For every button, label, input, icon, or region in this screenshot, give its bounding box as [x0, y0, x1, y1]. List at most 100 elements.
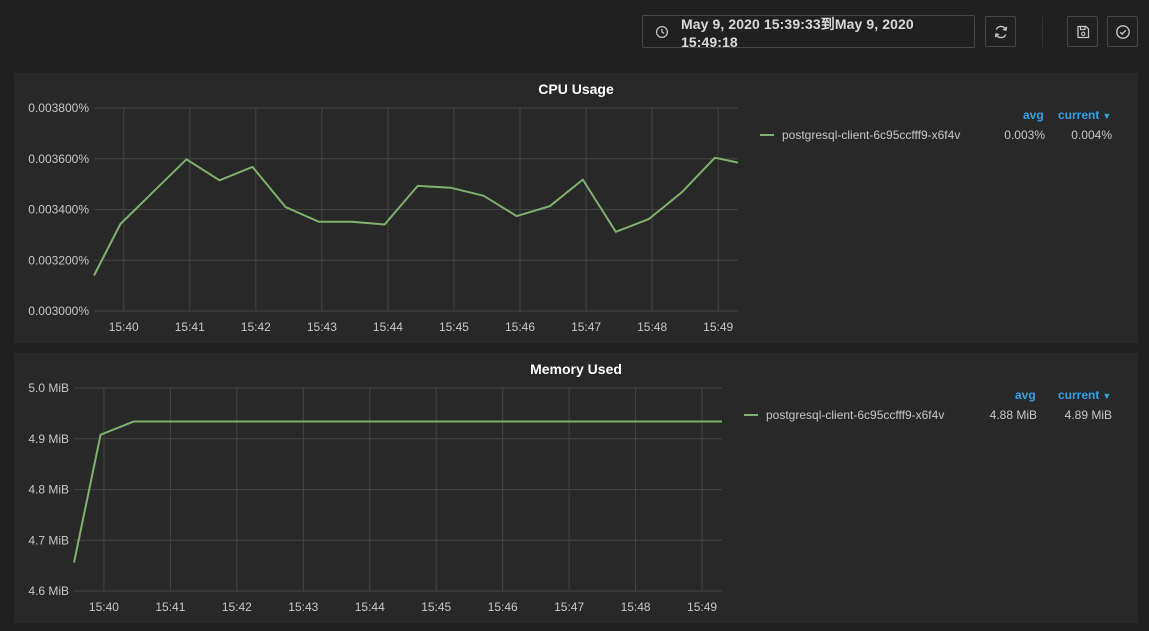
- x-tick-label: 15:41: [155, 600, 185, 614]
- time-range-picker[interactable]: May 9, 2020 15:39:33到May 9, 2020 15:49:1…: [642, 15, 975, 50]
- clock-icon: [655, 25, 669, 38]
- legend-avg-value: 0.003%: [1004, 128, 1045, 142]
- data-point[interactable]: [630, 419, 634, 423]
- data-point[interactable]: [431, 419, 435, 423]
- data-point[interactable]: [350, 220, 354, 224]
- series-color-swatch: [760, 134, 774, 136]
- data-point[interactable]: [531, 419, 535, 423]
- series-line[interactable]: [93, 156, 739, 276]
- x-tick-label: 15:44: [355, 600, 385, 614]
- data-point[interactable]: [118, 222, 122, 226]
- data-point[interactable]: [251, 165, 255, 169]
- data-point[interactable]: [680, 190, 684, 194]
- data-point[interactable]: [165, 419, 169, 423]
- data-point[interactable]: [482, 194, 486, 198]
- data-point[interactable]: [697, 419, 701, 423]
- data-point[interactable]: [151, 190, 155, 194]
- data-point[interactable]: [713, 156, 717, 160]
- data-point[interactable]: [284, 205, 288, 209]
- data-point[interactable]: [72, 561, 76, 565]
- data-point[interactable]: [515, 214, 519, 218]
- x-tick-label: 15:42: [241, 320, 271, 334]
- y-tick-label: 0.003400%: [28, 203, 89, 217]
- x-tick-label: 15:40: [109, 320, 139, 334]
- legend-series-item[interactable]: postgresql-client-6c95ccfff9-x6f4v: [744, 408, 944, 422]
- data-point[interactable]: [464, 419, 468, 423]
- y-tick-label: 0.003600%: [28, 152, 89, 166]
- data-point[interactable]: [720, 419, 724, 423]
- sort-desc-icon: ▼: [1102, 391, 1112, 401]
- legend-current-label: current: [1058, 108, 1100, 122]
- y-tick-label: 4.7 MiB: [28, 533, 69, 547]
- data-point[interactable]: [232, 419, 236, 423]
- data-point[interactable]: [664, 419, 668, 423]
- data-point[interactable]: [614, 230, 618, 234]
- sort-desc-icon: ▼: [1102, 111, 1112, 121]
- series-line[interactable]: [73, 420, 722, 563]
- x-tick-label: 15:45: [439, 320, 469, 334]
- data-point[interactable]: [497, 419, 501, 423]
- data-point[interactable]: [398, 419, 402, 423]
- data-point[interactable]: [331, 419, 335, 423]
- x-tick-label: 15:41: [175, 320, 205, 334]
- y-tick-label: 4.8 MiB: [28, 483, 69, 497]
- series-color-swatch: [744, 414, 758, 416]
- x-tick-label: 15:47: [571, 320, 601, 334]
- refresh-icon: [994, 25, 1007, 38]
- panel-title: Memory Used: [530, 361, 622, 377]
- data-point[interactable]: [265, 419, 269, 423]
- data-point[interactable]: [416, 184, 420, 188]
- y-tick-label: 4.6 MiB: [28, 584, 69, 598]
- data-point[interactable]: [597, 419, 601, 423]
- legend-series-name: postgresql-client-6c95ccfff9-x6f4v: [782, 128, 961, 142]
- time-range-label: May 9, 2020 15:39:33到May 9, 2020 15:49:1…: [680, 15, 914, 50]
- cpu-usage-panel: CPU Usage 0.003800% 0.003600% 0.003400% 0.0…: [14, 73, 1138, 343]
- x-tick-label: 15:47: [554, 600, 584, 614]
- data-point[interactable]: [92, 273, 96, 277]
- cpu-usage-chart: 0.003800% 0.003600% 0.003400% 0.003200% 0.00…: [28, 101, 740, 334]
- save-icon: [1076, 25, 1089, 38]
- data-point[interactable]: [548, 204, 552, 208]
- data-point[interactable]: [184, 157, 188, 161]
- x-tick-label: 15:40: [89, 600, 119, 614]
- data-point[interactable]: [647, 217, 651, 221]
- data-point[interactable]: [132, 419, 136, 423]
- legend-current-header[interactable]: current ▼: [1058, 108, 1111, 122]
- x-tick-label: 15:46: [505, 320, 535, 334]
- data-point[interactable]: [99, 433, 103, 437]
- y-tick-label: 0.003000%: [28, 304, 89, 318]
- legend-current-value: 0.004%: [1071, 128, 1112, 142]
- y-tick-label: 0.003800%: [28, 101, 89, 115]
- data-point[interactable]: [564, 419, 568, 423]
- y-tick-label: 5.0 MiB: [28, 381, 69, 395]
- legend-series-item[interactable]: postgresql-client-6c95ccfff9-x6f4v: [760, 128, 960, 142]
- toolbar-divider: [1042, 17, 1043, 47]
- x-tick-label: 15:43: [288, 600, 318, 614]
- refresh-button[interactable]: [985, 16, 1016, 47]
- data-point[interactable]: [298, 419, 302, 423]
- x-tick-label: 15:45: [421, 600, 451, 614]
- legend-avg-value: 4.88 MiB: [989, 408, 1037, 422]
- data-point[interactable]: [581, 178, 585, 182]
- x-tick-label: 15:48: [621, 600, 651, 614]
- x-tick-label: 15:42: [222, 600, 252, 614]
- data-point[interactable]: [383, 222, 387, 226]
- data-point[interactable]: [449, 186, 453, 190]
- x-tick-label: 15:44: [373, 320, 403, 334]
- memory-used-panel: Memory Used 5.0 MiB 4.9 MiB 4.8 MiB 4.7 MiB…: [14, 353, 1138, 623]
- save-dashboard-button[interactable]: [1067, 16, 1098, 47]
- data-point[interactable]: [364, 419, 368, 423]
- legend-avg-header[interactable]: avg: [1015, 388, 1036, 402]
- data-point[interactable]: [198, 419, 202, 423]
- data-point[interactable]: [317, 220, 321, 224]
- legend-current-header[interactable]: current ▼: [1058, 388, 1111, 402]
- legend-avg-header[interactable]: avg: [1023, 108, 1044, 122]
- x-tick-label: 15:43: [307, 320, 337, 334]
- memory-used-chart: 5.0 MiB 4.9 MiB 4.8 MiB 4.7 MiB 4.6 MiB 15:40…: [28, 381, 724, 614]
- legend-current-value: 4.89 MiB: [1064, 408, 1112, 422]
- apply-button[interactable]: [1107, 16, 1138, 47]
- data-point[interactable]: [736, 161, 740, 165]
- x-tick-label: 15:49: [687, 600, 717, 614]
- y-tick-label: 4.9 MiB: [28, 432, 69, 446]
- data-point[interactable]: [217, 178, 221, 182]
